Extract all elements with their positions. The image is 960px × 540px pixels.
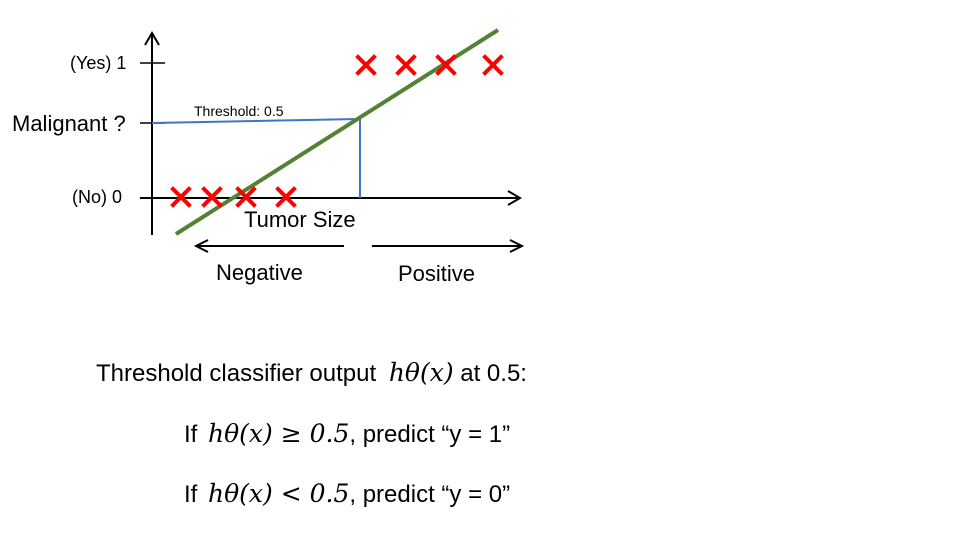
marker-x (435, 54, 457, 76)
positive-label: Positive (398, 261, 476, 286)
rule1-prediction: , predict “y = 1” (349, 421, 511, 448)
rule0-condition: hθ(x) < 0.5 (208, 479, 350, 508)
negative-arrowhead (193, 239, 209, 253)
rule-predict-0: If hθ(x) < 0.5, predict “y = 0” (184, 479, 510, 509)
marker-x (355, 54, 377, 76)
marker-x (235, 186, 257, 208)
rule-predict-1: If hθ(x) ≥ 0.5, predict “y = 1” (184, 419, 510, 449)
y-axis-label: Malignant ? (12, 111, 126, 136)
marker-x (201, 186, 223, 208)
marker-x (482, 54, 504, 76)
x-axis-arrowhead (507, 190, 522, 206)
y-tick-label-yes: (Yes) 1 (70, 53, 127, 73)
x-axis-label: Tumor Size (244, 207, 356, 232)
threshold-horizontal-line (151, 118, 359, 124)
markers-positive (355, 54, 504, 76)
rule1-if: If (184, 421, 198, 448)
marker-x (170, 186, 192, 208)
y-axis-arrowhead (144, 31, 160, 46)
positive-arrowhead (509, 239, 525, 253)
markers-negative (170, 186, 297, 208)
threshold-label: Threshold: 0.5 (194, 103, 284, 119)
marker-x (395, 54, 417, 76)
line1-prefix: Threshold classifier output (96, 360, 377, 387)
rule0-prediction: , predict “y = 0” (349, 481, 511, 508)
rule1-condition: hθ(x) ≥ 0.5 (208, 419, 350, 448)
y-tick-label-no: (No) 0 (72, 187, 123, 207)
rule0-if: If (184, 481, 198, 508)
marker-x (275, 186, 297, 208)
negative-label: Negative (216, 260, 303, 285)
classifier-output-line: Threshold classifier output hθ(x) at 0.5… (96, 358, 527, 388)
line1-suffix: at 0.5: (460, 360, 527, 387)
hypothesis-formula: hθ(x) (388, 358, 454, 387)
